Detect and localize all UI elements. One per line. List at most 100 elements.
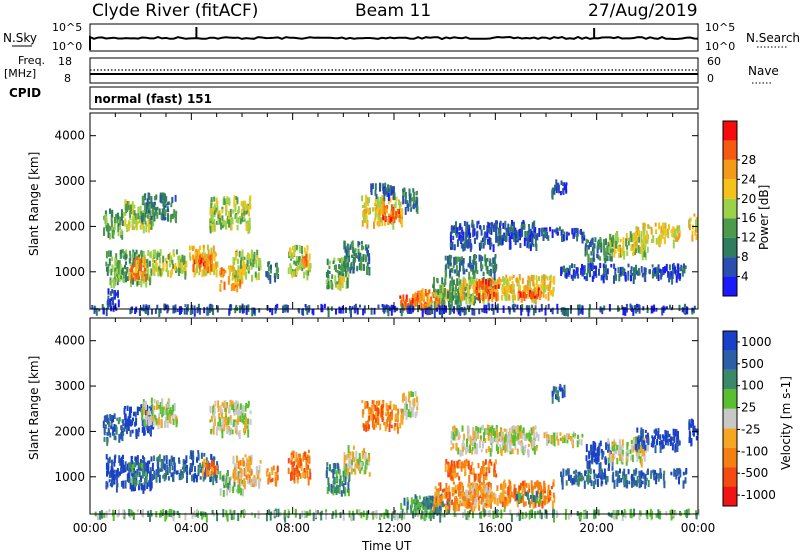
heatmap-cell bbox=[522, 487, 525, 492]
ytick-label: 1000 bbox=[54, 265, 85, 279]
heatmap-cell bbox=[492, 224, 495, 232]
heatmap-cell bbox=[627, 263, 630, 268]
heatmap-cell bbox=[493, 278, 496, 286]
heatmap-cell bbox=[245, 466, 248, 476]
heatmap-cell bbox=[208, 255, 211, 260]
heatmap-cell bbox=[235, 196, 238, 200]
heatmap-cell bbox=[171, 196, 174, 204]
heatmap-cell bbox=[615, 231, 618, 238]
heatmap-cell bbox=[405, 411, 408, 420]
heatmap-cell bbox=[107, 464, 110, 473]
heatmap-cell bbox=[192, 460, 195, 466]
heatmap-cell bbox=[107, 288, 110, 295]
heatmap-cell bbox=[498, 276, 501, 282]
heatmap-cell bbox=[534, 296, 537, 305]
heatmap-cell bbox=[603, 271, 606, 278]
heatmap-cell bbox=[114, 217, 116, 225]
heatmap-cell bbox=[235, 214, 238, 223]
heatmap-cell bbox=[244, 203, 247, 211]
heatmap-cell bbox=[362, 258, 365, 262]
heatmap-cell bbox=[386, 404, 389, 409]
heatmap-cell bbox=[132, 222, 135, 230]
heatmap-cell bbox=[150, 397, 153, 404]
heatmap-cell bbox=[431, 300, 434, 304]
heatmap-cell bbox=[528, 234, 530, 242]
heatmap-cell bbox=[303, 271, 306, 279]
heatmap-cell bbox=[532, 485, 534, 490]
heatmap-cell bbox=[200, 452, 203, 459]
heatmap-cell bbox=[475, 286, 478, 293]
heatmap-cell bbox=[225, 472, 228, 478]
heatmap-cell bbox=[386, 190, 389, 195]
heatmap-cell bbox=[637, 268, 640, 275]
heatmap-cell bbox=[299, 458, 302, 467]
heatmap-cell bbox=[545, 285, 548, 289]
heatmap-cell bbox=[127, 425, 130, 431]
heatmap-cell bbox=[505, 294, 508, 302]
heatmap-cell bbox=[367, 202, 369, 206]
heatmap-cell bbox=[494, 264, 497, 272]
heatmap-cell bbox=[441, 308, 444, 318]
heatmap-cell bbox=[696, 219, 699, 227]
heatmap-cell bbox=[132, 206, 134, 215]
heatmap-cell bbox=[303, 247, 306, 252]
heatmap-cell bbox=[565, 308, 567, 317]
heatmap-cell bbox=[434, 486, 437, 490]
heatmap-cell bbox=[584, 243, 587, 249]
heatmap-cell bbox=[228, 430, 231, 436]
heatmap-cell bbox=[155, 469, 158, 475]
heatmap-cell bbox=[133, 204, 136, 209]
heatmap-cell bbox=[173, 253, 176, 257]
heatmap-cell bbox=[427, 294, 430, 303]
heatmap-cell bbox=[501, 235, 504, 239]
heatmap-cell bbox=[464, 501, 467, 508]
heatmap-cell bbox=[201, 257, 204, 261]
heatmap-cell bbox=[527, 279, 529, 286]
heatmap-cell bbox=[444, 490, 447, 499]
heatmap-cell bbox=[451, 492, 454, 497]
heatmap-cell bbox=[233, 419, 236, 426]
heatmap-cell bbox=[457, 503, 460, 512]
heatmap-cell bbox=[240, 488, 243, 496]
heatmap-cell bbox=[105, 307, 108, 317]
heatmap-cell bbox=[158, 474, 161, 483]
heatmap-cell bbox=[545, 495, 548, 499]
heatmap-cell bbox=[215, 261, 217, 269]
heatmap-cell bbox=[441, 284, 444, 293]
heatmap-cell bbox=[439, 497, 442, 507]
heatmap-cell bbox=[500, 483, 503, 489]
heatmap-cell bbox=[473, 289, 476, 294]
heatmap-cell bbox=[358, 242, 361, 246]
heatmap-cell bbox=[189, 455, 192, 460]
heatmap-cell bbox=[482, 243, 485, 249]
heatmap-cell bbox=[105, 251, 108, 259]
heatmap-cell bbox=[230, 224, 233, 231]
heatmap-cell bbox=[359, 468, 362, 474]
heatmap-cell bbox=[526, 492, 529, 499]
heatmap-cell bbox=[136, 256, 139, 260]
heatmap-cell bbox=[404, 198, 407, 204]
heatmap-cell bbox=[439, 482, 442, 491]
heatmap-cell bbox=[302, 452, 305, 460]
heatmap-cell bbox=[654, 267, 657, 274]
heatmap-cell bbox=[219, 219, 222, 224]
heatmap-cell bbox=[266, 271, 269, 278]
heatmap-cell bbox=[455, 264, 458, 273]
heatmap-cell bbox=[437, 498, 440, 504]
heatmap-cell bbox=[390, 204, 393, 211]
heatmap-cell bbox=[295, 266, 298, 276]
heatmap-cell bbox=[466, 228, 468, 238]
heatmap-cell bbox=[472, 499, 475, 505]
heatmap-cell bbox=[169, 465, 171, 474]
heatmap-cell bbox=[512, 274, 515, 279]
heatmap-cell bbox=[293, 260, 296, 265]
heatmap-cell bbox=[402, 408, 405, 415]
heatmap-cell bbox=[465, 268, 468, 272]
heatmap-cell bbox=[148, 203, 151, 211]
heatmap-cell bbox=[377, 218, 380, 227]
heatmap-cell bbox=[218, 412, 221, 419]
heatmap-cell bbox=[442, 502, 444, 508]
heatmap-cell bbox=[567, 273, 570, 278]
heatmap-cell bbox=[486, 230, 489, 235]
heatmap-cell bbox=[111, 256, 113, 262]
